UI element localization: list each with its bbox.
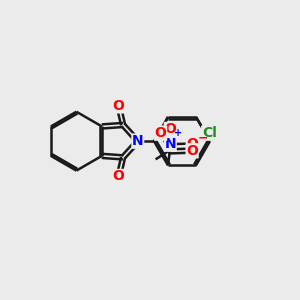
Text: O: O xyxy=(113,169,124,184)
Text: N: N xyxy=(132,134,144,148)
Text: O: O xyxy=(186,144,198,158)
Text: +: + xyxy=(174,128,182,138)
Text: O: O xyxy=(155,126,167,140)
Text: N: N xyxy=(164,137,176,151)
Text: O: O xyxy=(113,99,124,113)
Text: −: − xyxy=(197,132,208,145)
Text: O: O xyxy=(187,136,198,151)
Text: Cl: Cl xyxy=(202,126,217,140)
Text: O: O xyxy=(164,122,176,136)
